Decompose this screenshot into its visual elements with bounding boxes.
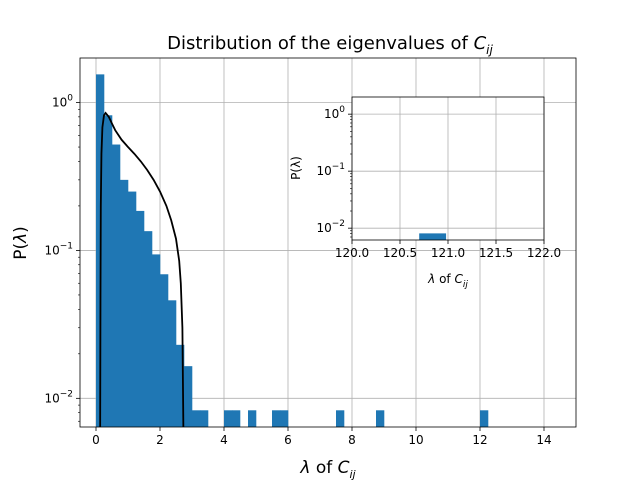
histogram-bar — [128, 191, 137, 427]
main-y-tick-label: 10−2 — [44, 389, 73, 405]
x-axis-label: λ of Cij — [299, 458, 356, 480]
chart-title-symbol: C — [474, 33, 487, 54]
x-axis-label-symbol: λ — [299, 458, 310, 478]
inset-y-tick-label: 10−1 — [316, 162, 345, 178]
histogram-bar — [152, 254, 161, 427]
chart-title-subscript: ij — [486, 43, 493, 57]
histogram-bar — [144, 231, 153, 427]
inset-y-axis-label: P(λ) — [289, 156, 303, 180]
histogram-bar — [376, 410, 385, 427]
chart-title-text: Distribution of the eigenvalues of — [167, 33, 473, 54]
inset-x-tick-label: 121.0 — [431, 246, 465, 260]
histogram-bar — [232, 410, 241, 427]
inset-histogram-bar — [419, 233, 447, 240]
main-x-tick-label: 14 — [536, 433, 551, 447]
main-curve-layer — [99, 111, 185, 428]
main-x-tick-label: 2 — [156, 433, 164, 447]
inset-x-axis-label-subscript: ij — [463, 280, 469, 290]
chart-title: Distribution of the eigenvalues of Cij — [167, 33, 493, 57]
histogram-bar — [168, 300, 177, 427]
main-x-tick-label: 8 — [348, 433, 356, 447]
inset-x-axis-label-c: C — [454, 272, 463, 286]
main-x-ticks: 0 2 4 6 8 10 12 14 — [92, 427, 552, 447]
main-axes-border — [79, 57, 577, 428]
histogram-bar — [336, 410, 345, 427]
histogram-bar — [176, 344, 185, 427]
y-axis-label-close: ) — [11, 226, 31, 233]
histogram-bar — [224, 410, 233, 427]
x-axis-label-c: C — [338, 458, 350, 478]
histogram-bar — [272, 410, 281, 427]
histogram-bar — [160, 274, 169, 427]
histogram-bar — [184, 366, 193, 427]
inset-bars — [419, 233, 447, 240]
histogram-bar — [200, 410, 209, 427]
inset-x-axis-label: λ of Cij — [427, 272, 468, 290]
histogram-bar — [104, 115, 113, 427]
inset-x-ticks: 120.0 120.5 121.0 121.5 122.0 — [335, 240, 561, 260]
x-axis-label-text: of — [310, 458, 337, 478]
main-x-tick-label: 4 — [220, 433, 228, 447]
main-y-ticks: 100 10−1 10−2 — [44, 94, 80, 422]
main-x-tick-label: 6 — [284, 433, 292, 447]
inset-x-axis-label-text: of — [435, 272, 454, 286]
y-axis-label: P(λ) — [11, 226, 31, 260]
inset-y-tick-label: 100 — [324, 105, 345, 121]
histogram-bar — [192, 410, 201, 427]
inset-y-tick-label: 10−2 — [316, 219, 345, 235]
histogram-bar — [112, 144, 121, 427]
inset-y-ticks: 100 10−1 10−2 — [316, 105, 352, 238]
inset-x-tick-label: 120.5 — [383, 246, 417, 260]
main-x-tick-label: 0 — [92, 433, 100, 447]
y-axis-label-symbol: λ — [11, 233, 31, 244]
main-x-tick-label: 12 — [472, 433, 487, 447]
histogram-bar — [120, 179, 129, 427]
inset-x-tick-label: 121.5 — [479, 246, 513, 260]
histogram-bar — [136, 210, 145, 427]
histogram-bar — [480, 410, 489, 427]
inset-x-axis-label-symbol: λ — [427, 272, 435, 286]
main-y-tick-label: 10−1 — [44, 241, 73, 257]
theory-curve — [99, 111, 185, 428]
inset-x-tick-label: 120.0 — [335, 246, 369, 260]
main-y-tick-label: 100 — [52, 94, 73, 110]
x-axis-label-subscript: ij — [350, 468, 357, 480]
main-axes-frame — [79, 57, 577, 428]
histogram-bar — [248, 410, 257, 427]
y-axis-label-open: P( — [11, 243, 31, 260]
histogram-bar — [280, 410, 289, 427]
main-x-tick-label: 10 — [408, 433, 423, 447]
inset-x-tick-label: 122.0 — [527, 246, 561, 260]
